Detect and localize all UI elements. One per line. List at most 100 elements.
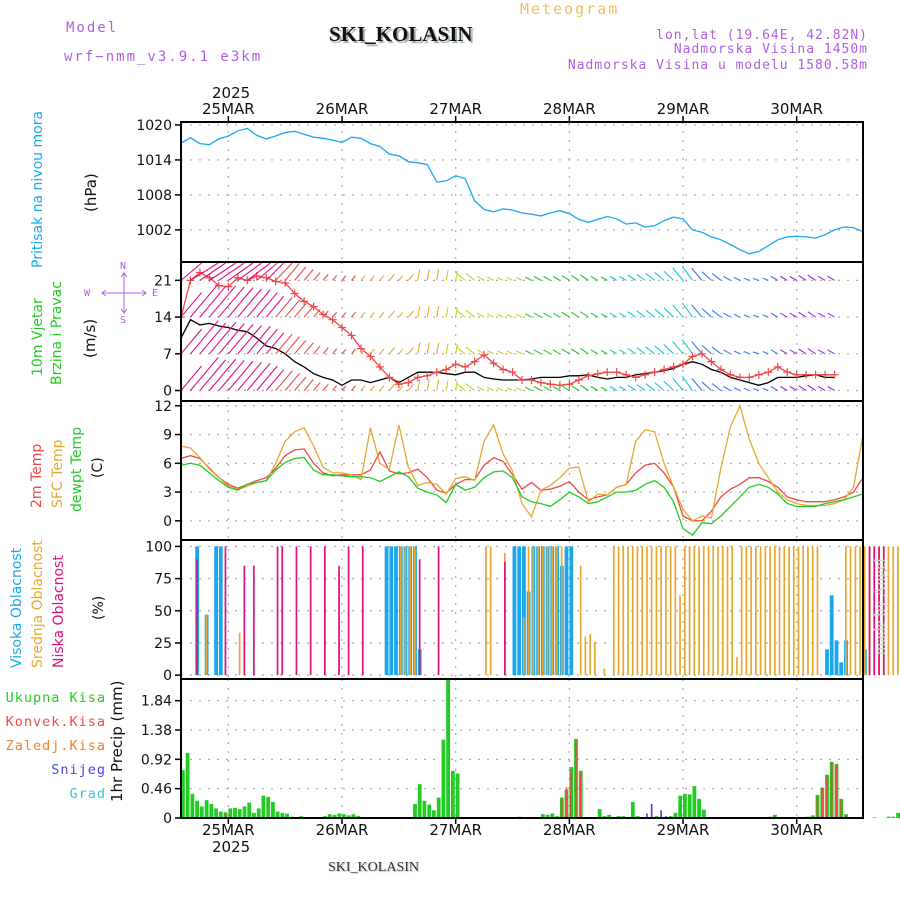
bottom-date-label: 26MAR <box>315 821 369 839</box>
wind-barb <box>561 275 570 281</box>
gust-marker <box>356 344 365 353</box>
bar-visoka-oblacnost <box>394 546 398 676</box>
wind-barb <box>672 341 684 355</box>
elevation: Nadmorska Visina 1450m <box>673 42 868 57</box>
wind-barb <box>743 351 750 355</box>
wind-barb <box>456 346 466 355</box>
bottom-date-label: 25MAR <box>202 821 255 839</box>
bar-srednja-oblacnost <box>532 546 535 676</box>
bar-ukupna-kisa <box>266 797 271 818</box>
wind-barb <box>798 275 807 281</box>
bar-srednja-oblacnost <box>897 546 899 676</box>
wind-barb <box>465 273 475 281</box>
wind-barb <box>561 385 570 391</box>
bar-ukupna-kisa <box>540 814 545 818</box>
y-tick-label: 0.46 <box>141 782 172 798</box>
bar-ukupna-kisa <box>702 809 706 818</box>
series-line-brzina-srednja- <box>180 318 835 387</box>
bar-visoka-oblacnost <box>389 546 394 676</box>
wind-barb <box>227 360 254 391</box>
bar-srednja-oblacnost <box>556 546 558 676</box>
bar-srednja-oblacnost <box>527 546 530 676</box>
y-tick-label: 1014 <box>136 153 172 169</box>
wind-barb <box>199 286 227 318</box>
bar-ukupna-kisa <box>427 804 432 818</box>
bar-visoka-oblacnost <box>564 546 569 676</box>
wind-barb <box>426 305 430 318</box>
wind-barb <box>789 312 797 318</box>
wind-barb <box>807 311 816 318</box>
gust-marker <box>413 373 422 382</box>
wind-barb <box>645 346 655 355</box>
wind-barb <box>752 351 759 355</box>
wind-barb <box>609 312 617 318</box>
wind-barb <box>208 285 237 318</box>
wind-barb <box>407 273 414 281</box>
bar-srednja-oblacnost <box>238 632 241 676</box>
wind-barb <box>570 385 580 391</box>
wind-barb <box>341 348 347 355</box>
bar-ukupna-kisa <box>190 793 195 818</box>
wind-barb <box>398 312 404 318</box>
wind-barb <box>351 275 357 281</box>
wind-barb <box>827 349 835 355</box>
wind-barb <box>341 312 347 318</box>
gust-marker <box>641 370 650 379</box>
wind-barb <box>360 385 366 391</box>
wind-barb <box>533 275 542 281</box>
gust-marker <box>518 376 526 385</box>
y-tick-label: 1.84 <box>141 694 172 710</box>
bar-srednja-oblacnost <box>612 546 615 676</box>
bar-srednja-oblacnost <box>627 546 629 676</box>
wind-barb <box>265 262 285 281</box>
wind-barb <box>209 262 237 281</box>
wind-barb <box>762 387 769 392</box>
wind-barb <box>436 269 440 281</box>
wind-barb <box>332 385 338 391</box>
wind-barb <box>465 309 475 318</box>
wind-barb <box>275 297 293 318</box>
bar-ukupna-kisa <box>285 813 289 818</box>
bar-visoka-oblacnost <box>834 640 839 676</box>
gust-marker <box>802 370 811 379</box>
bar-niska-oblacnost <box>196 559 198 676</box>
wind-barb <box>590 349 599 355</box>
wind-barb <box>590 275 599 281</box>
wind-barb <box>313 345 321 355</box>
wind-barb <box>476 349 485 355</box>
wind-barb <box>743 314 750 318</box>
gust-marker <box>745 373 754 382</box>
credit-watermark: made by Angel <box>872 558 889 655</box>
wind-barb <box>497 277 504 281</box>
gust-marker <box>821 370 830 379</box>
wind-barb <box>723 386 731 391</box>
wind-barb <box>455 344 458 354</box>
wind-barb <box>246 325 271 355</box>
wind-barb <box>618 386 627 391</box>
wind-barb <box>711 346 722 355</box>
model-elevation: Nadmorska Visina u modelu 1580.58m <box>567 58 868 73</box>
wind-barb <box>284 299 301 318</box>
bar-srednja-oblacnost <box>783 546 786 676</box>
wind-barb <box>436 342 440 354</box>
gust-marker <box>735 373 744 382</box>
bar-srednja-oblacnost <box>778 546 781 676</box>
wind-barb <box>476 275 485 281</box>
bar-ukupna-kisa <box>692 786 697 818</box>
bar-konvek-kisa <box>830 761 833 818</box>
bar-niska-oblacnost <box>873 546 876 676</box>
wind-barb <box>190 283 219 318</box>
wind-barb <box>627 347 636 355</box>
wind-barb <box>817 312 826 318</box>
bar-konvek-kisa <box>826 776 828 818</box>
wind-barb <box>600 313 608 318</box>
bar-ukupna-kisa <box>337 813 342 818</box>
wind-barb <box>580 384 589 391</box>
bar-ukupna-kisa <box>441 739 446 818</box>
legend-snow: Snijeg <box>51 762 106 778</box>
bar-srednja-oblacnost <box>205 614 208 676</box>
bar-ukupna-kisa <box>545 814 550 818</box>
bar-visoka-oblacnost <box>829 595 834 676</box>
wind-barb <box>681 339 693 355</box>
